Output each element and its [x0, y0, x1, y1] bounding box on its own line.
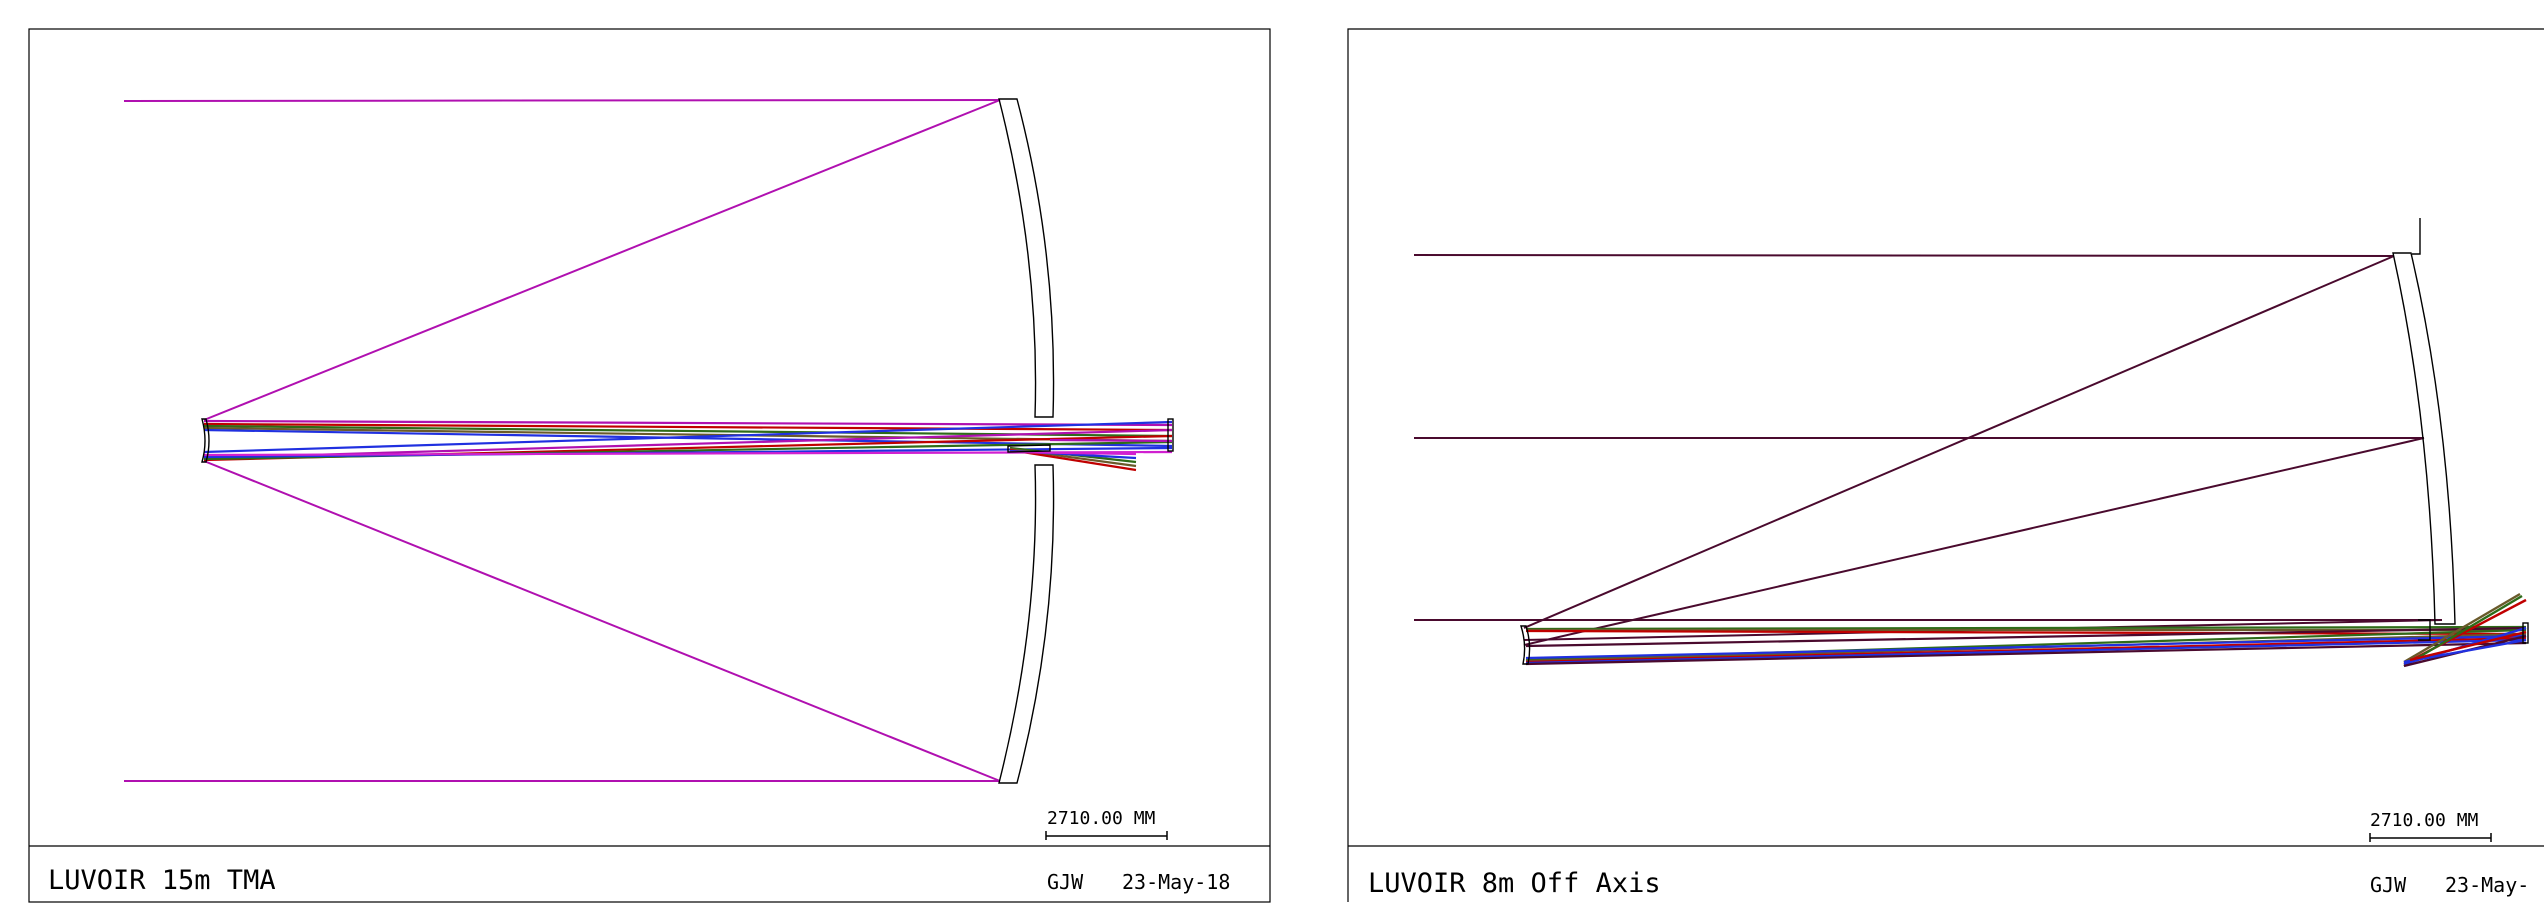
tma-fold-mirror	[1007, 444, 1051, 453]
tma-scale-bar: 2710.00 MM	[1045, 808, 1168, 840]
tma-tertiary-mirror	[1167, 418, 1174, 452]
offaxis-optical-elements	[1520, 218, 2529, 665]
panel-tma: 2710.00 MM LUVOIR 15m TMA GJW 23-May-18	[28, 28, 1271, 903]
tma-optical-elements	[201, 98, 1174, 784]
offaxis-date: 23-May-	[2445, 873, 2529, 897]
offaxis-title: LUVOIR 8m Off Axis	[1368, 868, 1661, 899]
panel-tma-frame	[28, 28, 1271, 903]
tma-author: GJW	[1047, 870, 1084, 894]
offaxis-primary-to-secondary-top	[1523, 255, 2395, 629]
offaxis-incoming-ray-top	[1413, 254, 2395, 257]
tma-converging-ray-fan	[203, 419, 1173, 462]
offaxis-primary-mirror	[2392, 252, 2456, 625]
offaxis-fold-mirror	[2418, 619, 2431, 641]
tma-incoming-ray-top	[123, 99, 1001, 102]
offaxis-tertiary-mirror	[2522, 622, 2529, 644]
tma-primary-to-secondary-bottom	[203, 460, 1001, 782]
offaxis-baffle	[2412, 218, 2421, 255]
panel-offaxis-frame	[1347, 28, 2544, 902]
offaxis-secondary-mirror	[1520, 625, 1531, 665]
offaxis-scale-label: 2710.00 MM	[2370, 810, 2479, 831]
offaxis-primary-to-secondary-middle	[1523, 437, 2425, 646]
offaxis-folded-ray-fan	[2403, 592, 2527, 668]
offaxis-author: GJW	[2370, 873, 2407, 897]
tma-title: LUVOIR 15m TMA	[48, 865, 276, 896]
tma-secondary-mirror	[201, 418, 210, 463]
panel-offaxis: 2710.00 MM LUVOIR 8m Off Axis GJW 23-May…	[1347, 28, 2544, 902]
offaxis-converging-ray-fan	[1525, 625, 2527, 666]
tma-scale-label: 2710.00 MM	[1047, 808, 1156, 829]
tma-primary-to-secondary-top	[203, 99, 1001, 421]
tma-ray-trace	[123, 98, 1174, 784]
offaxis-ray-trace	[1413, 218, 2529, 668]
tma-primary-mirror-lower	[998, 464, 1055, 784]
tma-primary-mirror-upper	[998, 98, 1055, 418]
offaxis-scale-bar: 2710.00 MM	[2369, 810, 2492, 842]
tma-date: 23-May-18	[1122, 870, 1230, 894]
